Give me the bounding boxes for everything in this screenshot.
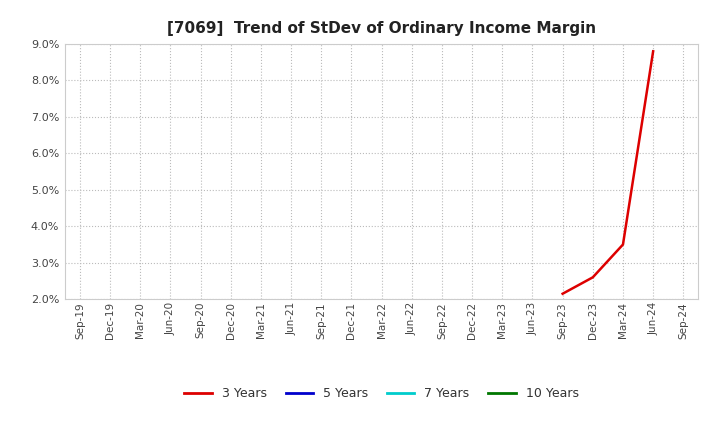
Legend: 3 Years, 5 Years, 7 Years, 10 Years: 3 Years, 5 Years, 7 Years, 10 Years (179, 382, 584, 405)
Title: [7069]  Trend of StDev of Ordinary Income Margin: [7069] Trend of StDev of Ordinary Income… (167, 21, 596, 36)
